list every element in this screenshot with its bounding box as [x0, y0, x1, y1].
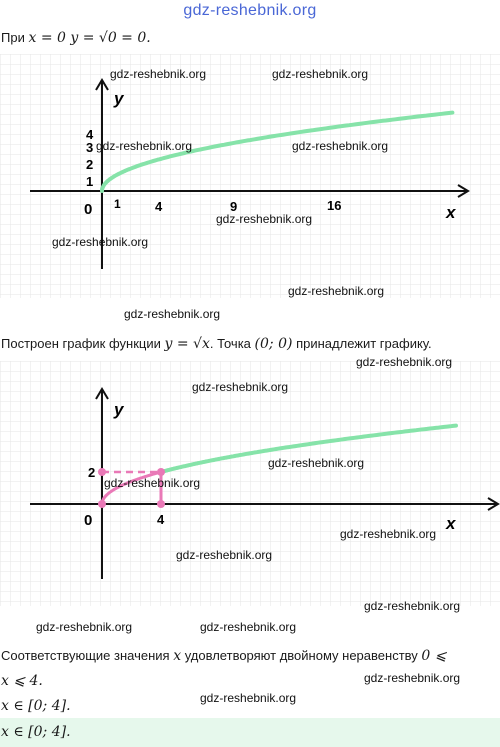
answer-math: x ∈ [0; 4]. [1, 724, 71, 740]
grid [0, 54, 500, 298]
watermark: gdz-reshebnik.org [36, 620, 133, 634]
line2-tail: принадлежит графику. [296, 336, 432, 351]
y-tick-2: 2 [86, 157, 93, 172]
watermark: gdz-reshebnik.org [124, 307, 221, 321]
watermark: gdz-reshebnik.org [292, 139, 389, 153]
y-axis-label: y [113, 89, 125, 108]
y-axis-arrow [95, 78, 109, 91]
x-tick-9: 9 [230, 199, 237, 214]
x-axis-label: x [445, 514, 457, 533]
line5-math: x ∈ [0; 4]. [1, 698, 71, 714]
line1-prefix: При [1, 30, 25, 45]
line2-math: y = √x [164, 336, 210, 352]
watermark: gdz-reshebnik.org [356, 355, 453, 369]
watermark: gdz-reshebnik.org [96, 139, 193, 153]
x-tick-16: 16 [327, 198, 341, 213]
point-0-2 [98, 468, 106, 476]
watermark: gdz-reshebnik.org [216, 212, 313, 226]
y-axis-arrow [95, 387, 109, 400]
x-axis-arrow [457, 184, 470, 198]
y-axis-label: y [113, 400, 125, 419]
watermark: gdz-reshebnik.org [104, 476, 201, 490]
line1-math: x = 0 y = √0 = 0. [28, 30, 151, 46]
graph-sqrt-1: y x 0 4 3 2 1 1 4 9 16 [0, 54, 500, 298]
line2-suffix: . Точка [209, 336, 251, 351]
watermark: gdz-reshebnik.org [288, 284, 385, 298]
y-tick-3: 3 [86, 140, 93, 155]
x-axis-arrow [487, 497, 500, 511]
sqrt-curve [100, 110, 455, 193]
line2-prefix: Построен график функции [1, 336, 161, 351]
watermark: gdz-reshebnik.org [364, 599, 461, 613]
sqrt-curve [159, 423, 458, 474]
answer-box: x ∈ [0; 4]. [0, 718, 500, 747]
line-graph-built: Построен график функции y = √x. Точка (0… [1, 336, 432, 352]
point-4-2 [157, 468, 165, 476]
answer-line: x ∈ [0; 4]. [1, 724, 71, 740]
point-origin [98, 500, 106, 508]
x-tick-4: 4 [155, 199, 163, 214]
x-tick-4: 4 [157, 512, 165, 527]
watermark: gdz-reshebnik.org [110, 67, 207, 81]
line-corresponding-values: Соответствующие значения x удовлетворяют… [1, 648, 446, 664]
origin-label: 0 [84, 512, 92, 529]
grid [0, 361, 500, 606]
watermark: gdz-reshebnik.org [200, 691, 297, 705]
line-interval: x ∈ [0; 4]. [1, 698, 71, 714]
y-tick-2: 2 [88, 465, 95, 480]
line2-point: (0; 0) [254, 336, 293, 352]
line-when-x-zero: При x = 0 y = √0 = 0. [1, 30, 151, 46]
x-axis-label: x [445, 203, 457, 222]
x-tick-1: 1 [114, 197, 121, 211]
watermark: gdz-reshebnik.org [192, 380, 289, 394]
highlight-curve [100, 470, 163, 506]
watermark: gdz-reshebnik.org [272, 67, 369, 81]
y-tick-1: 1 [86, 174, 93, 189]
line3-prefix: Соответствующие значения [1, 648, 170, 663]
line3-var: x [173, 648, 182, 664]
line4-math: x ⩽ 4. [1, 673, 43, 689]
watermark: gdz-reshebnik.org [176, 548, 273, 562]
line-inequality-end: x ⩽ 4. [1, 673, 43, 689]
watermark: gdz-reshebnik.org [200, 620, 297, 634]
watermark: gdz-reshebnik.org [340, 527, 437, 541]
point-4-0 [157, 500, 165, 508]
graph-sqrt-2: y x 0 2 4 [0, 361, 500, 606]
site-title[interactable]: gdz-reshebnik.org [183, 2, 317, 19]
line3-inequality-start: 0 ⩽ [421, 648, 447, 664]
watermark: gdz-reshebnik.org [364, 671, 461, 685]
origin-label: 0 [84, 201, 92, 218]
watermark: gdz-reshebnik.org [52, 235, 149, 249]
watermark: gdz-reshebnik.org [268, 456, 365, 470]
y-tick-4: 4 [86, 127, 94, 142]
line3-middle: удовлетворяют двойному неравенству [184, 648, 418, 663]
